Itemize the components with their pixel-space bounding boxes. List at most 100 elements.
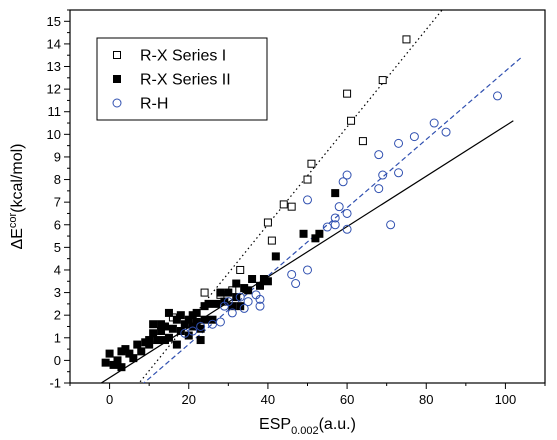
y-tick-label: 2 [54,308,61,323]
y-tick-label: 14 [47,36,61,51]
data-point [113,356,122,365]
data-point [215,317,225,327]
data-point [299,229,308,238]
data-point [101,358,110,367]
data-point [271,252,280,261]
x-axis-title-main: ESP [259,416,291,433]
data-point [441,127,451,137]
data-point [224,288,233,297]
data-point [330,220,340,230]
data-point [145,340,154,349]
data-point [331,189,340,198]
data-point [204,299,213,308]
y-axis-title-suffix: (kcal/mol) [9,144,26,213]
data-point [227,308,237,318]
x-tick-label: 0 [106,392,113,407]
data-point [287,269,297,279]
legend-marker [112,98,122,108]
data-point [378,76,387,85]
series-3-points [180,91,502,338]
data-point [188,326,198,336]
data-point [263,277,272,286]
data-point [338,177,348,187]
y-tick-label: 13 [47,59,61,74]
data-point [216,288,225,297]
x-tick-label: 60 [340,392,354,407]
y-tick-label: 5 [54,240,61,255]
data-point [196,324,205,333]
x-tick-label: 80 [419,392,433,407]
data-point [347,116,356,125]
data-point [176,311,185,320]
data-point [244,286,253,295]
data-point [394,138,404,148]
data-point [137,347,146,356]
data-point [287,202,296,211]
data-point [493,91,502,101]
y-axis-title-main: ΔE [9,228,26,249]
data-point [164,308,173,317]
y-tick-label: 8 [54,172,61,187]
data-point [386,220,396,230]
data-point [322,222,332,232]
data-point [342,208,352,218]
legend-box [96,37,268,121]
y-tick-label: 6 [54,217,61,232]
data-point [263,218,272,227]
data-point [358,137,367,146]
legend-marker [113,75,121,83]
legend: R-X Series I R-X Series II R-H [96,37,268,121]
y-tick-label: 7 [54,195,61,210]
y-axis-title-superscript: cor [7,213,19,229]
y-tick-label: 0 [54,353,61,368]
y-tick-label: 1 [54,330,61,345]
x-tick-label: 20 [182,392,196,407]
data-point [196,321,206,331]
y-tick-label: 11 [48,104,62,119]
data-point [342,170,352,180]
y-tick-label: 9 [54,149,61,164]
data-points [101,35,502,372]
data-point [279,200,288,209]
data-point [200,315,209,324]
data-point [303,195,312,205]
data-point [168,324,177,333]
data-point [307,159,316,168]
data-point [129,354,138,363]
y-tick-label: 4 [54,262,61,277]
data-point [409,132,419,142]
x-axis-title-subscript: 0.002 [291,425,319,437]
x-tick-label: 100 [495,392,517,407]
data-point [255,301,265,311]
data-point [212,299,221,308]
y-tick-label: -1 [49,376,61,391]
data-point [343,89,352,98]
data-point [117,363,126,372]
data-point [374,150,384,160]
data-point [208,319,217,329]
data-point [255,294,265,304]
data-point [394,168,404,178]
data-point [133,340,142,349]
data-point [164,333,173,342]
data-point [180,328,190,338]
y-tick-label: 15 [47,14,61,29]
data-point [330,213,340,223]
data-point [153,336,162,345]
data-point [378,170,388,180]
x-axis-title: ESP0.002(a.u.) [259,416,356,437]
data-point [161,322,169,331]
legend-label: R-X Series I [140,48,226,65]
data-point [192,308,201,317]
data-point [232,279,241,288]
data-point [149,329,158,338]
data-point [200,288,209,297]
x-axis-title-suffix: (a.u.) [319,416,356,433]
data-point [223,297,233,307]
data-point [334,202,344,212]
data-point [236,265,245,274]
data-point [429,118,439,128]
